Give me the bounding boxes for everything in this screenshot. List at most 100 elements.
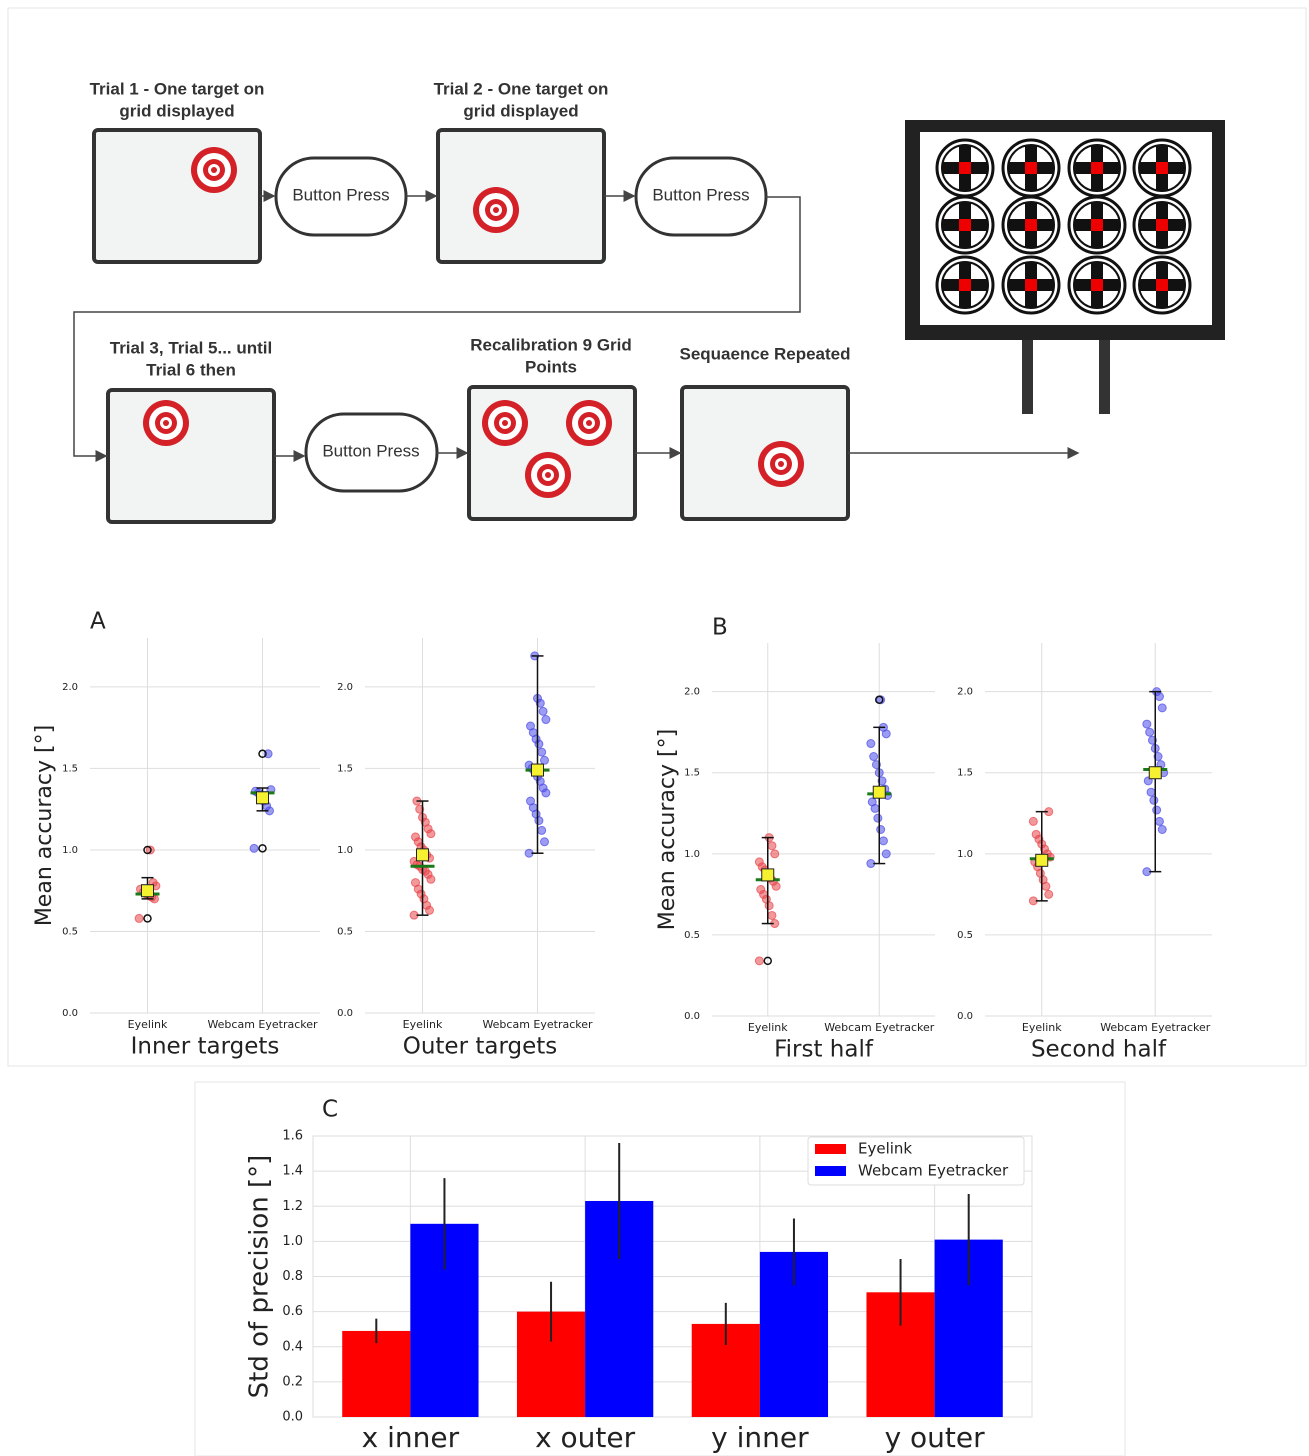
target-icon [493, 207, 499, 213]
target-icon [211, 167, 217, 173]
y-axis-label: Mean accuracy [°] [655, 729, 680, 930]
y-tick-label: 0.6 [282, 1304, 303, 1319]
data-point [412, 833, 420, 841]
step-title: Points [525, 357, 577, 376]
y-axis-label: Std of precision [°] [245, 1155, 275, 1399]
x-tick-label: y inner [711, 1421, 809, 1454]
screen-box [438, 130, 604, 262]
data-point [527, 722, 535, 730]
button-label: Button Press [322, 441, 419, 460]
legend-swatch [815, 1144, 846, 1154]
y-tick-label: 0.0 [282, 1410, 303, 1425]
y-tick-label: 0.5 [337, 926, 353, 937]
mean-marker [257, 792, 269, 804]
grid-target [959, 162, 971, 174]
legend-swatch [815, 1166, 846, 1176]
x-axis-label: Inner targets [131, 1034, 280, 1060]
grid-target [1091, 279, 1103, 291]
panel-label: B [712, 615, 728, 641]
grid-target [1025, 279, 1037, 291]
data-point [250, 844, 258, 852]
data-point [1045, 890, 1053, 898]
data-point [868, 798, 876, 806]
data-point [1153, 806, 1161, 814]
target-icon [586, 420, 592, 426]
target-icon [502, 420, 508, 426]
y-axis-label: Mean accuracy [°] [32, 725, 57, 926]
data-point [757, 886, 765, 894]
legend-label: Webcam Eyetracker [858, 1162, 1009, 1180]
target-icon [545, 472, 551, 478]
data-point [768, 911, 776, 919]
data-point [768, 842, 776, 850]
y-tick-label: 0.2 [282, 1374, 303, 1389]
target-icon [163, 420, 169, 426]
y-tick-label: 2.0 [957, 687, 973, 698]
grid-target [1025, 162, 1037, 174]
y-tick-label: 2.0 [62, 682, 78, 693]
screen-box [108, 390, 274, 522]
step-title: Recalibration 9 Grid [470, 335, 632, 354]
button-label: Button Press [652, 185, 749, 204]
data-point [755, 858, 763, 866]
step-title: Sequaence Repeated [679, 344, 850, 363]
data-point [539, 707, 547, 715]
data-point [1032, 830, 1040, 838]
y-tick-label: 1.0 [62, 845, 78, 856]
data-point [542, 716, 550, 724]
mean-marker [417, 849, 429, 861]
x-axis-label: Second half [1031, 1037, 1167, 1063]
grid-target [959, 219, 971, 231]
data-point [882, 850, 890, 858]
data-point [541, 756, 549, 764]
x-tick-label: Eyelink [403, 1018, 443, 1031]
y-tick-label: 2.0 [337, 682, 353, 693]
y-tick-label: 0.5 [957, 930, 973, 941]
grid-target [1091, 219, 1103, 231]
y-tick-label: 1.5 [684, 768, 700, 779]
x-tick-label: x outer [535, 1421, 636, 1454]
grid-target [1091, 162, 1103, 174]
data-point [879, 837, 887, 845]
x-axis-label: First half [774, 1037, 874, 1063]
button-label: Button Press [292, 185, 389, 204]
x-tick-label: y outer [885, 1421, 986, 1454]
grid-target [1156, 279, 1168, 291]
step-title: grid displayed [463, 101, 578, 120]
data-point [1147, 788, 1155, 796]
data-point [1155, 817, 1163, 825]
data-point [1158, 826, 1166, 834]
data-point [867, 740, 875, 748]
step-title: Trial 1 - One target on [90, 79, 265, 98]
data-point [538, 826, 546, 834]
mean-marker [762, 869, 774, 881]
mean-marker [1036, 854, 1048, 866]
y-tick-label: 1.2 [282, 1199, 303, 1214]
y-tick-label: 0.8 [282, 1269, 303, 1284]
data-point [1143, 720, 1151, 728]
y-tick-label: 1.5 [62, 763, 78, 774]
data-point [870, 753, 878, 761]
data-point [538, 748, 546, 756]
data-point [877, 826, 885, 834]
y-tick-label: 1.0 [337, 845, 353, 856]
y-tick-label: 1.0 [282, 1234, 303, 1249]
panel-label: A [90, 609, 106, 635]
x-tick-label: Webcam Eyetracker [1100, 1021, 1211, 1034]
y-tick-label: 1.0 [684, 849, 700, 860]
data-point [1029, 817, 1037, 825]
grid-target [1156, 219, 1168, 231]
data-point [135, 914, 143, 922]
mean-marker [1149, 767, 1161, 779]
y-tick-label: 0.5 [684, 930, 700, 941]
x-tick-label: Webcam Eyetracker [207, 1018, 318, 1031]
mean-marker [532, 764, 544, 776]
step-title: Trial 2 - One target on [434, 79, 609, 98]
x-tick-label: Webcam Eyetracker [824, 1021, 935, 1034]
grid-target [1025, 219, 1037, 231]
y-tick-label: 0.5 [62, 926, 78, 937]
grid-target [959, 279, 971, 291]
x-tick-label: x inner [362, 1421, 460, 1454]
data-point [874, 814, 882, 822]
screen-box [94, 130, 260, 262]
